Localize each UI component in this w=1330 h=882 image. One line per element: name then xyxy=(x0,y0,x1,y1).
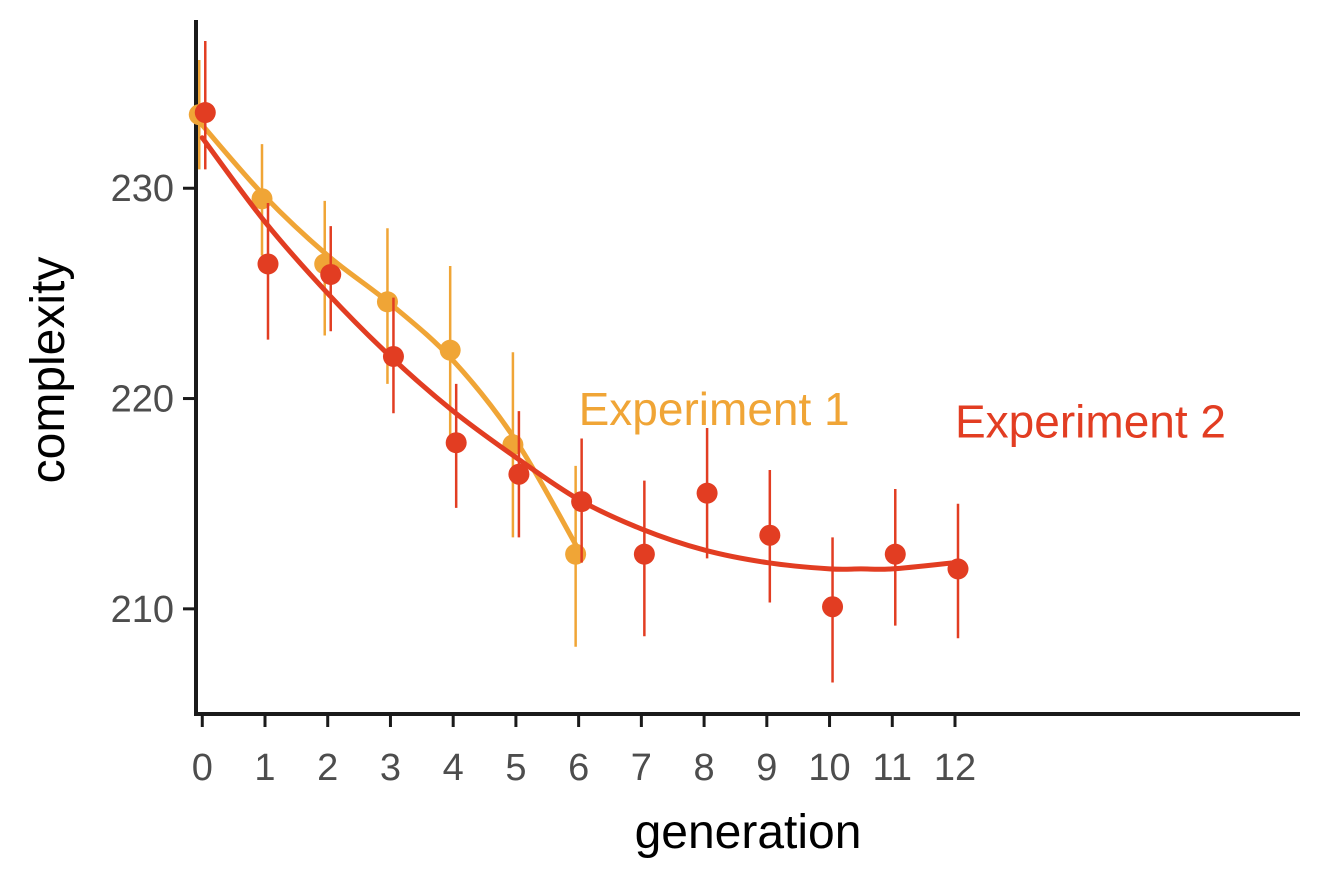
data-point xyxy=(633,543,655,565)
series-2 xyxy=(194,41,969,683)
x-tick-label: 4 xyxy=(443,747,464,789)
data-point xyxy=(194,102,216,124)
x-ticks: 0 1 2 3 4 5 6 7 8 9 10 11 12 xyxy=(192,714,976,789)
data-point xyxy=(376,291,398,313)
x-axis-title: generation xyxy=(635,806,862,859)
x-tick-label: 12 xyxy=(934,747,976,789)
data-point xyxy=(439,339,461,361)
series-label: Experiment 2 xyxy=(955,396,1226,448)
y-axis-title: complexity xyxy=(22,257,75,484)
series-layer xyxy=(188,41,969,683)
data-point xyxy=(884,543,906,565)
series-labels: Experiment 1 Experiment 2 xyxy=(579,383,1226,448)
data-point xyxy=(947,558,969,580)
x-tick-label: 11 xyxy=(873,747,912,789)
y-tick-label: 210 xyxy=(111,589,174,631)
x-tick-label: 7 xyxy=(631,747,652,789)
x-tick-label: 1 xyxy=(254,747,275,789)
x-tick-label: 8 xyxy=(694,747,715,789)
data-point xyxy=(571,491,593,513)
x-tick-label: 5 xyxy=(505,747,526,789)
data-point xyxy=(696,482,718,504)
x-tick-label: 3 xyxy=(380,747,401,789)
x-tick-label: 9 xyxy=(756,747,777,789)
x-tick-label: 0 xyxy=(192,747,213,789)
data-point xyxy=(565,543,587,565)
data-point xyxy=(445,432,467,454)
data-point xyxy=(382,345,404,367)
y-tick-label: 220 xyxy=(111,379,174,421)
x-tick-label: 2 xyxy=(317,747,338,789)
x-tick-label: 10 xyxy=(808,747,850,789)
data-point xyxy=(822,596,844,618)
data-point xyxy=(508,463,530,485)
x-tick-label: 6 xyxy=(568,747,589,789)
y-ticks: 210 220 230 xyxy=(111,168,196,631)
axes xyxy=(194,20,1300,716)
data-point xyxy=(320,263,342,285)
series-label: Experiment 1 xyxy=(579,383,850,435)
data-point xyxy=(257,253,279,275)
data-point xyxy=(759,524,781,546)
y-tick-label: 230 xyxy=(111,168,174,210)
